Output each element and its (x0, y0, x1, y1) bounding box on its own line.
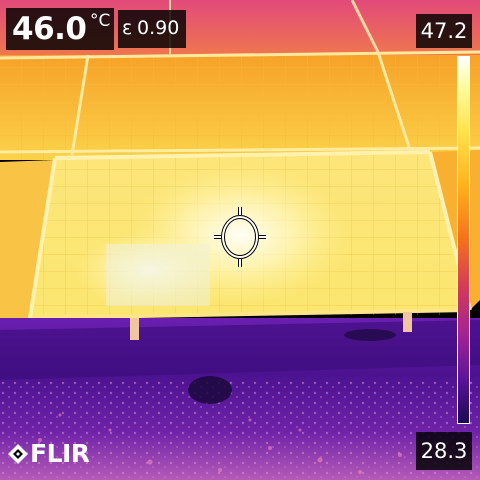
flir-diamond-icon (8, 444, 28, 464)
emissivity-value: 0.90 (137, 17, 180, 39)
scale-min-label: 28.3 (416, 432, 472, 470)
flir-brand-text: FLIR (30, 439, 90, 468)
scale-max-value: 47.2 (420, 19, 468, 43)
flir-logo: FLIR (8, 438, 90, 470)
emissivity-readout: ε 0.90 (118, 10, 186, 48)
emissivity-symbol: ε (122, 17, 133, 39)
scale-min-value: 28.3 (420, 439, 468, 463)
temperature-color-bar (457, 56, 470, 424)
temperature-unit: °C (90, 11, 111, 31)
scale-max-label: 47.2 (416, 14, 472, 48)
spot-temperature-readout: 46.0 °C (6, 8, 114, 50)
spot-meter-icon (214, 207, 266, 267)
spot-temperature-value: 46.0 (12, 11, 87, 47)
